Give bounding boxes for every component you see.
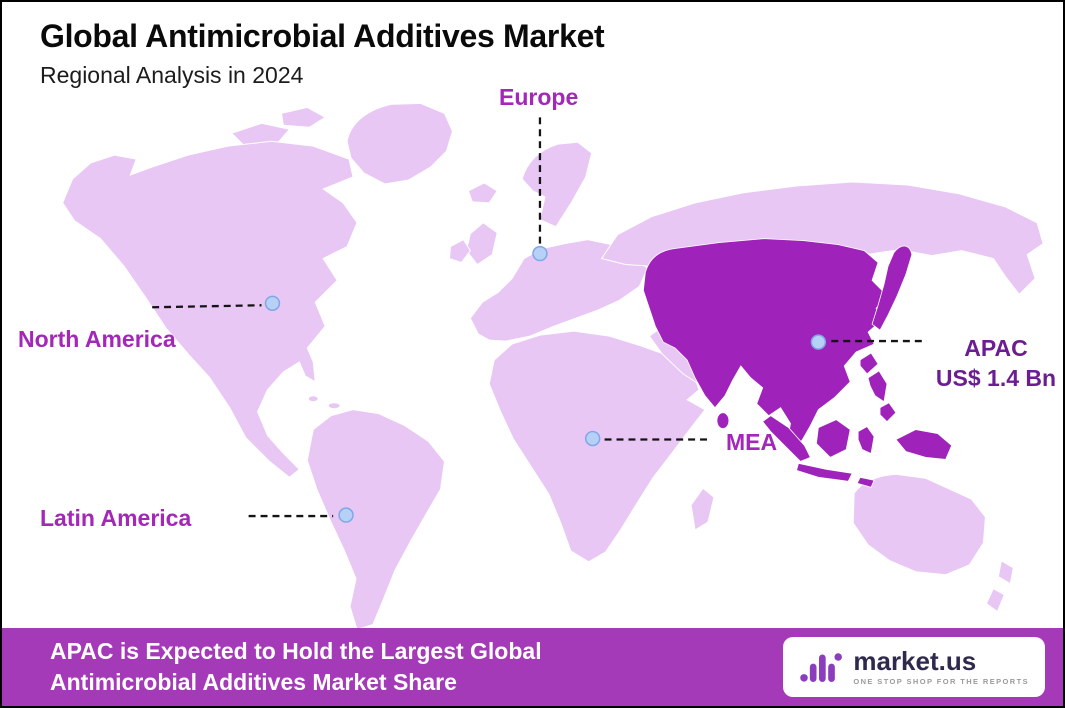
europe-marker (532, 245, 548, 262)
latin-america-label: Latin America (40, 505, 192, 531)
island-great-britain (465, 222, 498, 266)
banner-line2: Antimicrobial Additives Market Share (50, 669, 457, 695)
page-subtitle: Regional Analysis in 2024 (40, 62, 304, 88)
north-america-label: North America (18, 326, 176, 352)
region-apac-sumatra (762, 415, 811, 462)
mea-marker (584, 430, 601, 447)
mea-label: MEA (726, 429, 778, 455)
continent-north-america (62, 140, 358, 478)
banner-line1: APAC is Expected to Hold the Largest Glo… (50, 638, 542, 664)
north-america-marker (264, 295, 281, 311)
page-title: Global Antimicrobial Additives Market (40, 18, 605, 54)
region-apac-new-guinea (895, 429, 953, 460)
region-apac-japan (871, 245, 913, 331)
europe-label: Europe (499, 84, 579, 110)
apac-label-name: APAC (964, 335, 1028, 361)
map-apac-highlight (642, 238, 953, 488)
island-new-zealand-south (985, 587, 1005, 613)
logo-text-block: market.us ONE STOP SHOP FOR THE REPORTS (853, 648, 1029, 686)
market-us-logo: market.us ONE STOP SHOP FOR THE REPORTS (783, 637, 1045, 697)
leader-lines (152, 117, 925, 518)
apac-label: APAC US$ 1.4 Bn (932, 333, 1060, 393)
region-apac-borneo (815, 419, 851, 458)
region-apac-taiwan (859, 352, 879, 375)
logo-tagline: ONE STOP SHOP FOR THE REPORTS (853, 677, 1029, 686)
banner-text: APAC is Expected to Hold the Largest Glo… (50, 636, 542, 698)
market-us-logo-icon (800, 653, 842, 683)
arctic-islands-2 (280, 106, 327, 128)
region-markers (264, 245, 827, 523)
island-madagascar (690, 487, 715, 531)
apac-marker (810, 334, 827, 350)
continent-africa (488, 330, 706, 563)
header: Global Antimicrobial Additives Market Re… (40, 18, 605, 89)
caribbean-island-2 (327, 402, 341, 410)
region-apac-mainland (642, 238, 889, 453)
region-apac-sulawesi (857, 426, 875, 455)
region-scandinavia (521, 141, 593, 228)
apac-label-value: US$ 1.4 Bn (935, 365, 1057, 391)
island-iceland (467, 182, 498, 204)
region-apac-lesser-sunda (856, 476, 875, 488)
map-light-regions (62, 102, 1044, 631)
island-new-zealand-north (997, 560, 1014, 585)
region-apac-philippines-north (867, 370, 888, 403)
caribbean-island-1 (307, 395, 319, 403)
north-america-leader-line (152, 304, 262, 309)
latin-america-marker (338, 507, 354, 523)
island-ireland (448, 238, 471, 264)
logo-name: market.us (853, 646, 977, 676)
region-apac-java (796, 462, 853, 482)
continent-greenland (346, 102, 453, 185)
region-apac-sri-lanka (716, 412, 730, 429)
continent-australia (852, 473, 986, 576)
region-apac-philippines-south (879, 402, 897, 423)
continent-south-america (306, 409, 446, 631)
